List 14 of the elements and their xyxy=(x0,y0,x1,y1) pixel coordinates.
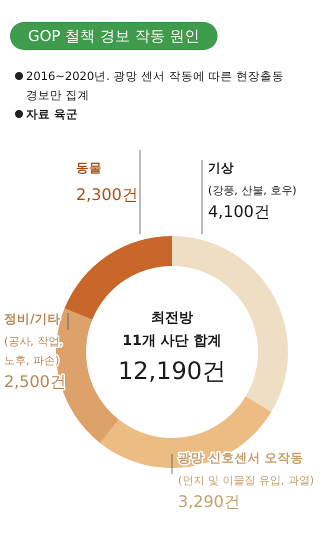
slice-label: 정비/기타 xyxy=(4,311,61,326)
text: 자료 육군 xyxy=(26,107,78,121)
text: 11개 사단 합계 xyxy=(122,333,222,349)
data-label: 3,290건 xyxy=(178,492,240,511)
slice-label: 동물 xyxy=(76,160,102,175)
chart-subtitle: 2016~2020년. 광망 센서 작동에 따른 현장출동 경보만 집계 xyxy=(26,69,284,102)
text: 12,190건 xyxy=(118,357,226,385)
slice-label: 기상 xyxy=(208,160,234,175)
text: (먼지 및 이물질 유입, 과열) xyxy=(178,474,314,487)
data-label: 2,300건 xyxy=(76,185,138,204)
data-label: 4,100건 xyxy=(208,202,270,221)
chart-title: GOP 철책 경보 작동 원인 xyxy=(28,27,200,45)
text: (강풍, 산불, 호우) xyxy=(208,184,297,197)
text: 최전방 xyxy=(151,310,193,326)
